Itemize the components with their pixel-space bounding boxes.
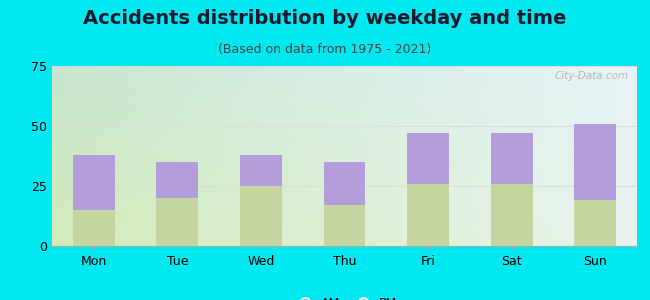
Bar bbox=[240, 155, 282, 186]
Text: (Based on data from 1975 - 2021): (Based on data from 1975 - 2021) bbox=[218, 44, 432, 56]
Bar bbox=[157, 198, 198, 246]
Bar bbox=[324, 205, 365, 246]
Text: Accidents distribution by weekday and time: Accidents distribution by weekday and ti… bbox=[83, 9, 567, 28]
Bar bbox=[324, 162, 365, 205]
Bar bbox=[575, 200, 616, 246]
Bar bbox=[73, 155, 114, 210]
Bar bbox=[240, 186, 282, 246]
Bar bbox=[407, 184, 449, 246]
Bar bbox=[73, 210, 114, 246]
Bar bbox=[157, 162, 198, 198]
Legend: AM, PM: AM, PM bbox=[287, 292, 402, 300]
Bar bbox=[575, 124, 616, 200]
Bar bbox=[491, 184, 532, 246]
Bar bbox=[407, 133, 449, 184]
Text: City-Data.com: City-Data.com bbox=[554, 71, 628, 81]
Bar bbox=[491, 133, 532, 184]
